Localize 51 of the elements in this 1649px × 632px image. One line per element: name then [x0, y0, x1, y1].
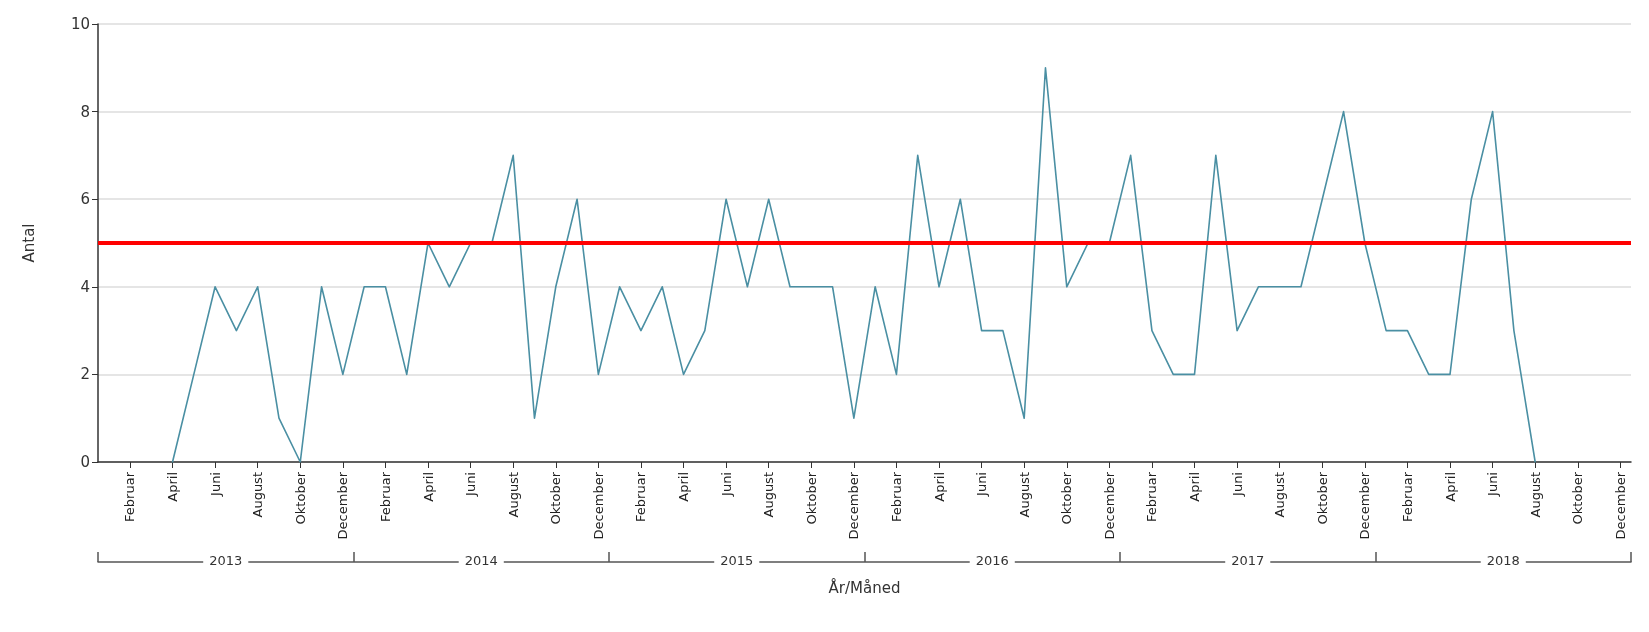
x-tick-label: Juni: [207, 472, 223, 497]
x-tick-label: August: [505, 472, 521, 518]
x-tick-label: Februar: [633, 471, 649, 522]
x-tick-label: April: [165, 472, 181, 502]
x-tick-label: December: [846, 471, 862, 540]
line-series: [171, 67, 1536, 463]
x-tick-label: April: [1187, 472, 1203, 502]
text: 2014: [464, 553, 498, 568]
x-tick-label: August: [1272, 472, 1288, 518]
y-tick-label: 4: [80, 277, 90, 296]
x-tick-label: December: [1612, 471, 1628, 540]
text: 2017: [1231, 553, 1265, 568]
x-tick-label: August: [761, 472, 777, 518]
x-tick-label: December: [335, 471, 351, 540]
x-tick-label: December: [1357, 471, 1373, 540]
x-tick-label: Oktober: [292, 471, 308, 525]
x-tick-label: Februar: [1399, 471, 1415, 522]
x-tick-label: Februar: [377, 471, 393, 522]
x-tick-label: Februar: [1144, 471, 1160, 522]
x-tick-label: April: [420, 472, 436, 502]
x-tick-label: Oktober: [1314, 471, 1330, 525]
x-tick-label: Februar: [122, 471, 138, 522]
y-tick-label: 0: [80, 453, 90, 471]
y-tick-label: 6: [80, 190, 90, 209]
x-tick-label: Juni: [1229, 472, 1245, 497]
x-tick-label: Juni: [463, 472, 479, 497]
x-tick-label: Juni: [1485, 472, 1501, 497]
x-tick-label: Juni: [718, 472, 734, 497]
text: 2013: [209, 553, 243, 568]
text: 2016: [975, 553, 1009, 568]
y-tick-label: 2: [80, 365, 90, 384]
x-axis-title: År/Måned: [828, 577, 901, 597]
x-tick-label: Februar: [888, 471, 904, 522]
x-tick-label: Oktober: [803, 471, 819, 525]
y-tick-label: 10: [70, 15, 90, 33]
x-tick-label: Oktober: [1570, 471, 1586, 525]
x-tick-label: April: [1442, 472, 1458, 502]
x-tick-label: Oktober: [548, 471, 564, 525]
y-axis-title: Antal: [19, 223, 38, 263]
x-tick-label: April: [676, 472, 692, 502]
x-tick-label: August: [250, 472, 266, 518]
x-tick-label: August: [1527, 472, 1543, 518]
text: 2018: [1486, 553, 1520, 568]
x-tick-label: August: [1016, 472, 1032, 518]
x-tick-label: December: [590, 471, 606, 540]
x-tick-label: April: [931, 472, 947, 502]
y-tick-label: 8: [80, 102, 90, 121]
x-tick-label: December: [1101, 471, 1117, 540]
x-tick-label: Juni: [974, 472, 990, 497]
text: 2015: [720, 553, 754, 568]
x-tick-label: Oktober: [1059, 471, 1075, 525]
